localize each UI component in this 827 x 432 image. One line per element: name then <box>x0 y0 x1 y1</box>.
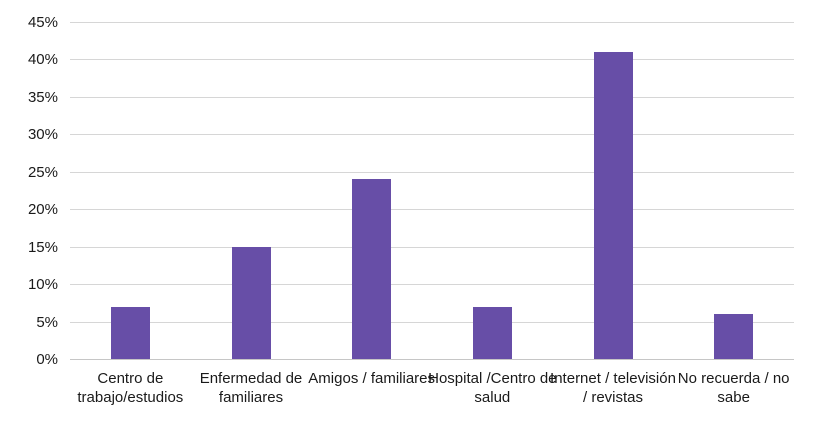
y-axis-tick-label: 40% <box>27 51 58 69</box>
bar <box>110 306 150 359</box>
gridline <box>70 246 794 248</box>
y-axis-tick-label: 20% <box>27 201 58 219</box>
y-axis-tick-label: 35% <box>27 88 58 106</box>
gridline <box>70 96 794 98</box>
bar <box>714 314 754 359</box>
x-axis-baseline <box>70 359 794 360</box>
y-axis-tick-label: 25% <box>27 163 58 181</box>
plot-area <box>70 22 794 360</box>
y-axis: 0% 5% 10% 15% 20% 25% 30% 35% 40% 45% <box>0 14 58 368</box>
x-axis-category-label: Amigos / familiares <box>308 370 435 387</box>
bar <box>593 51 633 359</box>
gridline <box>70 22 794 23</box>
x-axis: Centro de trabajo/estudios Enfermedad de … <box>70 369 794 432</box>
gridline <box>70 321 794 323</box>
gridline <box>70 209 794 211</box>
x-axis-category-label: Internet / televisión / revistas <box>550 370 676 406</box>
bar <box>472 306 512 359</box>
gridline <box>70 134 794 136</box>
y-axis-tick-label: 0% <box>36 351 58 368</box>
y-axis-tick-label: 5% <box>36 313 58 331</box>
x-axis-category-label: Enfermedad de familiares <box>199 370 303 406</box>
y-axis-tick-label: 15% <box>27 238 58 256</box>
gridline <box>70 171 794 173</box>
x-axis-category-label: No recuerda / no sabe <box>677 370 790 406</box>
y-axis-tick-label: 45% <box>27 14 58 31</box>
gridline <box>70 284 794 286</box>
bar <box>352 179 392 359</box>
gridline <box>70 59 794 61</box>
x-axis-category-label: Hospital /Centro de salud <box>428 370 557 406</box>
y-axis-tick-label: 30% <box>27 126 58 144</box>
y-axis-tick-label: 10% <box>27 276 58 294</box>
x-axis-category-label: Centro de trabajo/estudios <box>77 370 184 406</box>
bar <box>231 246 271 359</box>
